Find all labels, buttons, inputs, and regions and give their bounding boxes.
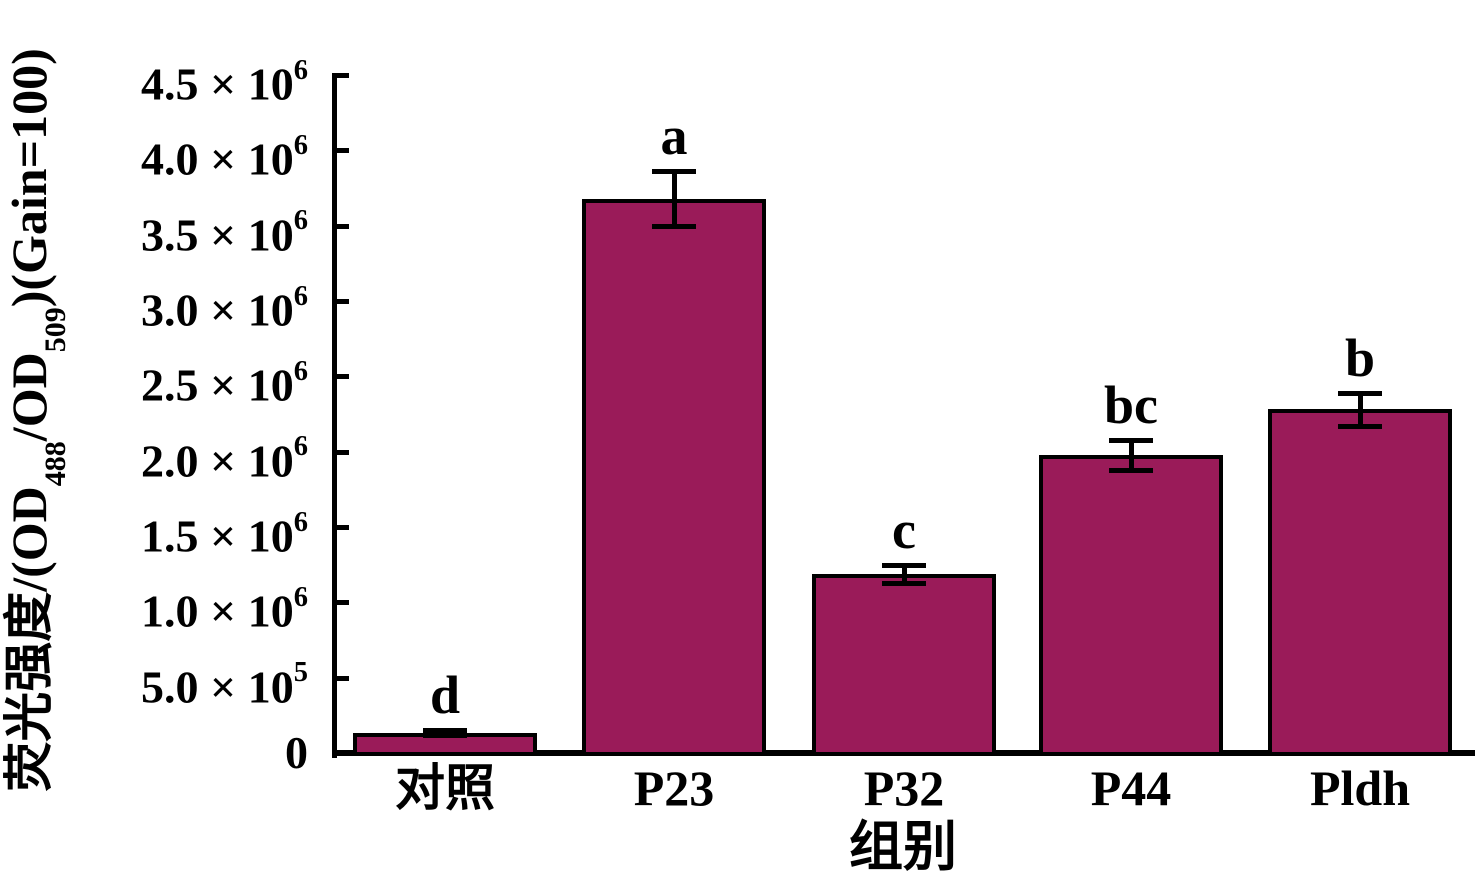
error-bar-line: [672, 171, 677, 226]
bar-P44: [1039, 454, 1223, 756]
y-tick-label: 5.0 × 105: [141, 657, 308, 712]
error-bar-cap-bottom: [423, 733, 467, 739]
bar-P32: [812, 573, 996, 756]
significance-letter: bc: [1104, 374, 1158, 435]
error-bar-cap-top: [882, 562, 926, 568]
x-category-label: P32: [863, 760, 945, 816]
bar-Pldh: [1268, 409, 1452, 756]
y-tick: [337, 374, 349, 380]
y-axis-title: 荧光强度/(OD488/OD509)(Gain=100): [1, 48, 72, 792]
y-tick-label: 0: [285, 727, 308, 778]
error-bar-cap-top: [1109, 437, 1153, 443]
significance-letter: a: [660, 106, 688, 167]
y-tick: [337, 525, 349, 530]
y-tick-label: 4.5 × 106: [141, 54, 308, 110]
x-category-label: P23: [633, 760, 715, 816]
significance-letter: c: [892, 499, 916, 560]
error-bar-cap-bottom: [882, 580, 926, 586]
error-bar-line: [1129, 439, 1134, 470]
error-bar-cap-top: [423, 727, 467, 733]
y-tick-label: 3.0 × 106: [141, 280, 308, 336]
error-bar-cap-bottom: [652, 223, 696, 229]
x-axis-title: 组别: [849, 817, 957, 877]
error-bar-line: [1358, 392, 1363, 427]
x-category-label: P44: [1090, 760, 1172, 816]
y-tick: [337, 600, 349, 606]
y-tick: [337, 299, 349, 304]
y-tick-label: 1.5 × 106: [141, 506, 308, 562]
y-tick: [337, 675, 349, 681]
y-tick-label: 4.0 × 106: [141, 130, 308, 185]
error-bar-line: [902, 564, 907, 583]
y-tick-label: 3.5 × 106: [141, 205, 308, 260]
y-tick: [337, 751, 349, 756]
error-bar-cap-top: [1338, 390, 1382, 396]
y-tick: [337, 73, 349, 78]
y-tick-label: 1.0 × 106: [141, 582, 308, 637]
bar-P23: [582, 198, 766, 756]
y-tick: [337, 223, 349, 229]
y-tick-label: 2.0 × 106: [141, 431, 308, 486]
error-bar-cap-top: [652, 169, 696, 175]
y-tick: [337, 449, 349, 455]
significance-letter: b: [1344, 327, 1376, 388]
error-bar-cap-bottom: [1109, 467, 1153, 473]
significance-letter: d: [429, 664, 461, 725]
y-tick: [337, 148, 349, 154]
x-category-label: Pldh: [1309, 760, 1411, 816]
y-tick-label: 2.5 × 106: [141, 356, 308, 411]
x-category-label: 对照: [395, 760, 495, 816]
error-bar-cap-bottom: [1338, 424, 1382, 430]
y-axis-line: [332, 73, 337, 758]
